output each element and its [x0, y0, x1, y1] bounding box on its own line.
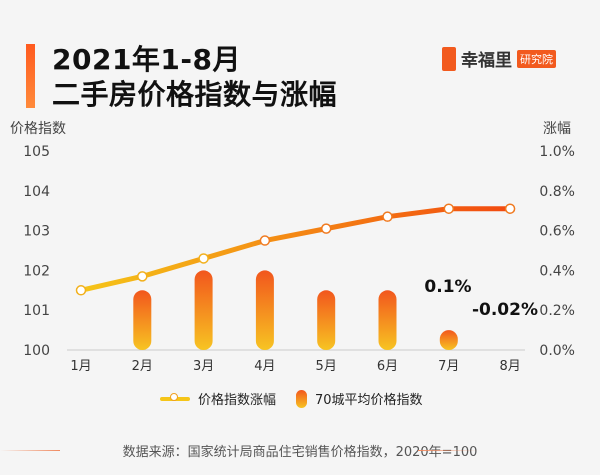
chart-title: 2021年1-8月 二手房价格指数与涨幅 — [52, 42, 337, 112]
right-tick-label: 0.4% — [539, 263, 575, 279]
line-point-8月 — [504, 203, 516, 214]
logo-text: 幸福里 — [461, 51, 512, 71]
legend: 价格指数涨幅 70城平均价格指数 — [160, 389, 423, 408]
brand-logo: 幸福里 研究院 — [442, 46, 556, 71]
logo-badge: 研究院 — [517, 49, 556, 68]
legend-line-label: 价格指数涨幅 — [198, 393, 277, 408]
footer-rule-right — [418, 450, 478, 451]
x-tick-label: 2月 — [132, 359, 153, 374]
left-tick-label: 100 — [23, 343, 50, 359]
door-logo-icon — [442, 46, 456, 71]
data-label-7月: 0.1% — [424, 277, 471, 297]
right-tick-label: 1.0% — [539, 144, 575, 160]
index-line — [78, 206, 513, 293]
line-point-4月 — [259, 235, 271, 246]
right-tick-label: 0.2% — [539, 303, 575, 319]
x-tick-label: 1月 — [70, 359, 91, 374]
data-label-8月: -0.02% — [472, 300, 538, 320]
right-tick-label: 0.0% — [539, 343, 575, 359]
footer-rule-left — [0, 450, 60, 451]
title-line-1: 2021年1-8月 — [52, 43, 242, 76]
line-point-6月 — [382, 211, 393, 222]
x-tick-label: 4月 — [254, 359, 275, 374]
legend-bar-swatch — [296, 389, 308, 408]
line-point-2月 — [137, 271, 148, 282]
bar-5月 — [317, 290, 336, 350]
bar-4月 — [255, 270, 274, 350]
bar-7月 — [439, 330, 458, 350]
x-tick-label: 7月 — [438, 359, 459, 374]
right-axis-title: 涨幅 — [543, 121, 571, 137]
line-point-5月 — [320, 223, 332, 234]
x-tick-label: 6月 — [377, 359, 398, 374]
right-tick-label: 0.6% — [539, 224, 575, 240]
left-tick-label: 101 — [23, 303, 50, 319]
bar-6月 — [378, 290, 397, 350]
left-tick-label: 103 — [23, 224, 50, 240]
right-tick-label: 0.8% — [539, 184, 575, 200]
bar-3月 — [194, 270, 213, 350]
left-tick-label: 104 — [23, 184, 50, 200]
left-axis-title: 价格指数 — [10, 121, 66, 137]
legend-bar-label: 70城平均价格指数 — [315, 393, 423, 408]
data-source: 数据来源：国家统计局商品住宅销售价格指数，2020年=100 — [122, 445, 478, 460]
line-point-7月 — [443, 203, 455, 214]
x-tick-label: 3月 — [193, 359, 214, 374]
x-tick-label: 5月 — [316, 359, 337, 374]
left-tick-label: 102 — [23, 263, 50, 279]
title-accent-bar — [26, 44, 35, 108]
bar-2月 — [133, 290, 152, 350]
legend-line-swatch — [160, 392, 190, 401]
title-line-2: 二手房价格指数与涨幅 — [52, 78, 338, 111]
line-point-3月 — [198, 253, 209, 264]
left-tick-label: 105 — [23, 144, 50, 160]
x-tick-label: 8月 — [499, 359, 520, 374]
line-point-1月 — [75, 285, 87, 296]
